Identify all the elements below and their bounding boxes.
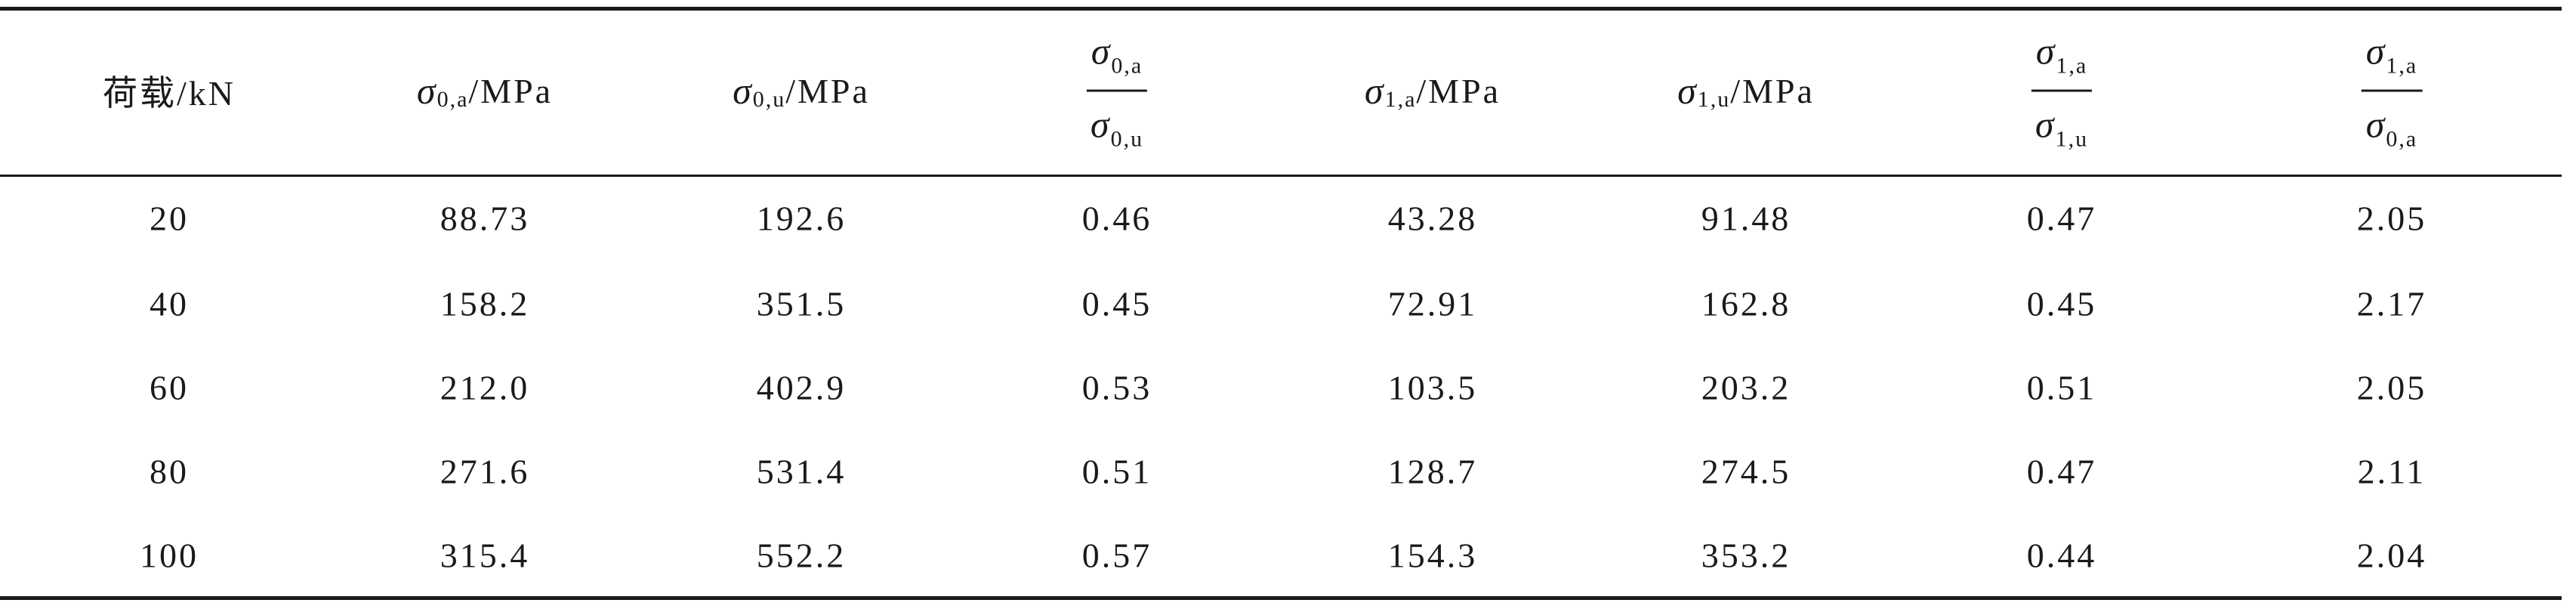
table-cell: 192.6 [756, 199, 847, 238]
header-cell: σ1,a σ0,a [2361, 25, 2423, 157]
fraction: σ1,a σ0,a [2361, 25, 2423, 157]
table-cell: 351.5 [756, 284, 847, 323]
table-cell: 0.47 [2026, 199, 2097, 238]
table-cell: 203.2 [1701, 368, 1791, 407]
table-cell: 212.0 [440, 368, 530, 407]
table-cell: 80 [150, 452, 189, 491]
fraction: σ1,a σ1,u [2031, 25, 2093, 157]
table-cell: 0.47 [2026, 452, 2097, 491]
top-rule [0, 7, 2562, 11]
header-cell: 荷载/kN [103, 74, 236, 113]
table-cell: 162.8 [1701, 284, 1791, 323]
header-cell: σ 0,u/MPa [733, 69, 870, 113]
table-cell: 0.46 [1081, 199, 1152, 238]
table-cell: 531.4 [756, 452, 847, 491]
table-cell: 0.53 [1081, 368, 1152, 407]
table-cell: 20 [150, 199, 189, 238]
subscript: 0,u [1110, 126, 1144, 152]
subscript: 1,a [2386, 53, 2418, 79]
subscript: 1,a [2056, 53, 2088, 79]
table-cell: 0.45 [1081, 284, 1152, 323]
table-cell: 100 [140, 536, 199, 575]
table-cell: 40 [150, 284, 189, 323]
table-cell: 91.48 [1701, 199, 1791, 238]
subscript: 0,u [752, 87, 786, 112]
denominator: σ1,u [2031, 92, 2093, 157]
table-cell: 88.73 [440, 199, 530, 238]
symbol: σ [2365, 103, 2385, 146]
table-cell: 0.51 [2026, 368, 2097, 407]
table-cell: 0.57 [1081, 536, 1152, 575]
denominator: σ0,a [2362, 92, 2423, 157]
symbol: σ [2365, 29, 2385, 73]
unit: /MPa [1730, 71, 1815, 110]
table-cell: 60 [150, 368, 189, 407]
table-cell: 2.05 [2356, 368, 2427, 407]
symbol: σ [733, 70, 751, 112]
table-cell: 103.5 [1387, 368, 1478, 407]
subscript: 0,a [1111, 53, 1143, 79]
table-cell: 154.3 [1387, 536, 1478, 575]
symbol: σ [1090, 103, 1109, 146]
unit: /MPa [468, 71, 554, 110]
header-cell: σ 0,a/MPa [417, 69, 553, 113]
fraction: σ0,a σ0,u [1086, 25, 1148, 157]
table-cell: 128.7 [1387, 452, 1478, 491]
header-cell: σ 1,u/MPa [1677, 69, 1815, 113]
header-cell: σ0,a σ0,u [1086, 25, 1148, 157]
table-cell: 0.51 [1081, 452, 1152, 491]
subscript: 1,u [1697, 87, 1731, 112]
table-cell: 353.2 [1701, 536, 1791, 575]
symbol: σ [2035, 103, 2054, 146]
header-cell: σ1,a σ1,u [2031, 25, 2093, 157]
symbol: σ [1364, 70, 1384, 112]
subscript: 0,a [437, 87, 469, 112]
table-cell: 43.28 [1387, 199, 1478, 238]
table-cell: 552.2 [756, 536, 847, 575]
header-cell: σ 1,a/MPa [1365, 69, 1501, 113]
table-cell: 274.5 [1701, 452, 1791, 491]
table-cell: 72.91 [1387, 284, 1478, 323]
symbol: σ [1091, 29, 1110, 73]
symbol: σ [2035, 29, 2055, 73]
table-cell: 2.04 [2356, 536, 2427, 575]
table-cell: 158.2 [440, 284, 530, 323]
numerator: σ1,a [2031, 25, 2093, 92]
table-cell: 315.4 [440, 536, 530, 575]
table-cell: 0.45 [2026, 284, 2097, 323]
table-cell: 2.17 [2356, 284, 2427, 323]
table-cell: 2.11 [2357, 452, 2426, 491]
unit: /MPa [1416, 71, 1501, 110]
symbol: σ [416, 70, 436, 112]
header-rule [0, 175, 2562, 177]
table-cell: 271.6 [440, 452, 530, 491]
denominator: σ0,u [1086, 92, 1148, 157]
symbol: σ [1677, 70, 1696, 112]
numerator: σ0,a [1086, 25, 1148, 92]
subscript: 1,a [1384, 87, 1417, 112]
table-cell: 2.05 [2356, 199, 2427, 238]
subscript: 1,u [2055, 126, 2089, 152]
table-cell: 402.9 [756, 368, 847, 407]
bottom-rule [0, 596, 2562, 600]
unit: /MPa [785, 71, 870, 110]
subscript: 0,a [2386, 126, 2418, 152]
numerator: σ1,a [2361, 25, 2423, 92]
table-cell: 0.44 [2026, 536, 2097, 575]
